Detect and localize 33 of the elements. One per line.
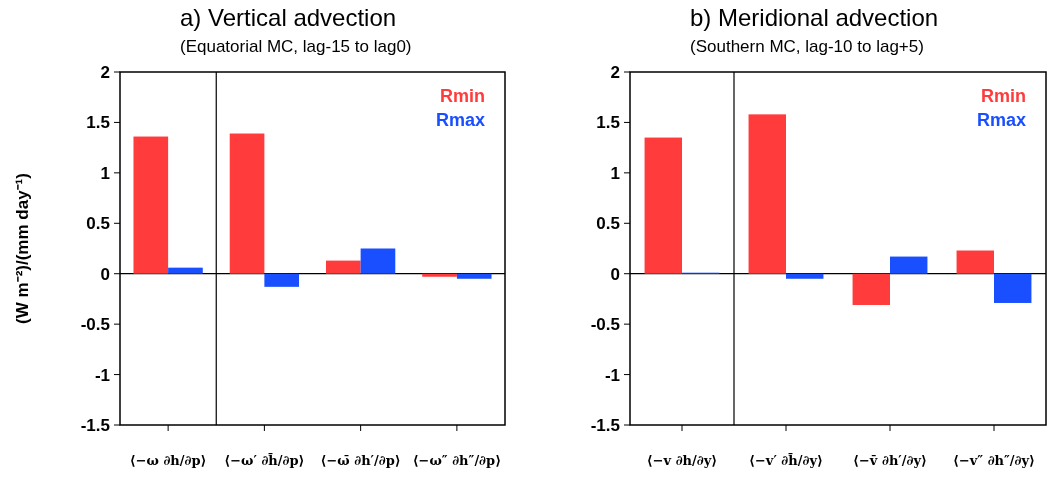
y-tick-label: 0 bbox=[100, 264, 110, 284]
x-tick-label: ⟨−ω″ ∂h″/∂p⟩ bbox=[412, 453, 502, 468]
y-tick-label: -1.5 bbox=[80, 415, 110, 435]
text: Rmax bbox=[435, 110, 485, 130]
y-tick-label: -0.5 bbox=[590, 315, 620, 335]
y-tick-label: -1 bbox=[604, 365, 620, 385]
chart-title: a) Vertical advection bbox=[180, 4, 397, 31]
y-tick-label: -1 bbox=[94, 365, 110, 385]
y-tick-label: 0.5 bbox=[596, 214, 620, 234]
text: Rmin bbox=[440, 86, 485, 106]
y-tick-label: 1 bbox=[100, 163, 110, 183]
text: Rmax bbox=[976, 110, 1026, 130]
text: Rmin bbox=[981, 86, 1026, 106]
y-tick-label: 2 bbox=[100, 62, 110, 82]
chart-subtitle: (Equatorial MC, lag-15 to lag0) bbox=[180, 37, 412, 56]
y-tick-label: 1.5 bbox=[86, 113, 110, 133]
x-tick-label: ⟨−v ∂h/∂y⟩ bbox=[646, 453, 718, 468]
y-axis-title: (W m⁻²)/(mm day⁻¹) bbox=[13, 173, 32, 324]
y-tick-label: 0 bbox=[610, 264, 620, 284]
x-tick-label: ⟨−v″ ∂h″/∂y⟩ bbox=[952, 453, 1036, 468]
x-tick-label: ⟨−v′ ∂h̄/∂y⟩ bbox=[749, 451, 823, 468]
chart-title: b) Meridional advection bbox=[690, 4, 939, 31]
x-tick-label: ⟨−v̄ ∂h′/∂y⟩ bbox=[853, 453, 927, 468]
chart-subtitle: (Southern MC, lag-10 to lag+5) bbox=[690, 37, 924, 56]
y-tick-label: 0.5 bbox=[86, 214, 110, 234]
x-tick-label: ⟨−ω′ ∂h̄/∂p⟩ bbox=[224, 451, 305, 468]
y-tick-label: 1 bbox=[610, 163, 620, 183]
y-tick-label: -0.5 bbox=[80, 315, 110, 335]
y-tick-label: -1.5 bbox=[590, 415, 620, 435]
y-tick-label: 1.5 bbox=[596, 113, 620, 133]
x-tick-label: ⟨−ω̄ ∂h′/∂p⟩ bbox=[320, 453, 401, 468]
y-tick-label: 2 bbox=[610, 62, 620, 82]
x-tick-label: ⟨−ω ∂h/∂p⟩ bbox=[129, 453, 207, 468]
